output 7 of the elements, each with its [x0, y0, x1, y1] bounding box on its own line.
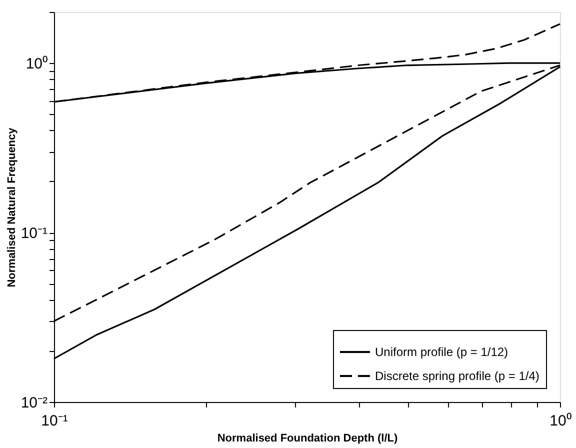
x-axis-title: Normalised Foundation Depth (l/L)	[217, 432, 398, 444]
y-tick-label: 10⁰	[26, 56, 48, 73]
y-tick-label: 10⁻¹	[20, 225, 48, 242]
y-tick-label: 10⁻²	[20, 394, 48, 412]
legend-label: Uniform profile (p = 1/12)	[375, 345, 508, 359]
y-axis-title: Normalised Natural Frequency	[6, 126, 18, 288]
legend-label: Discrete spring profile (p = 1/4)	[375, 369, 540, 383]
